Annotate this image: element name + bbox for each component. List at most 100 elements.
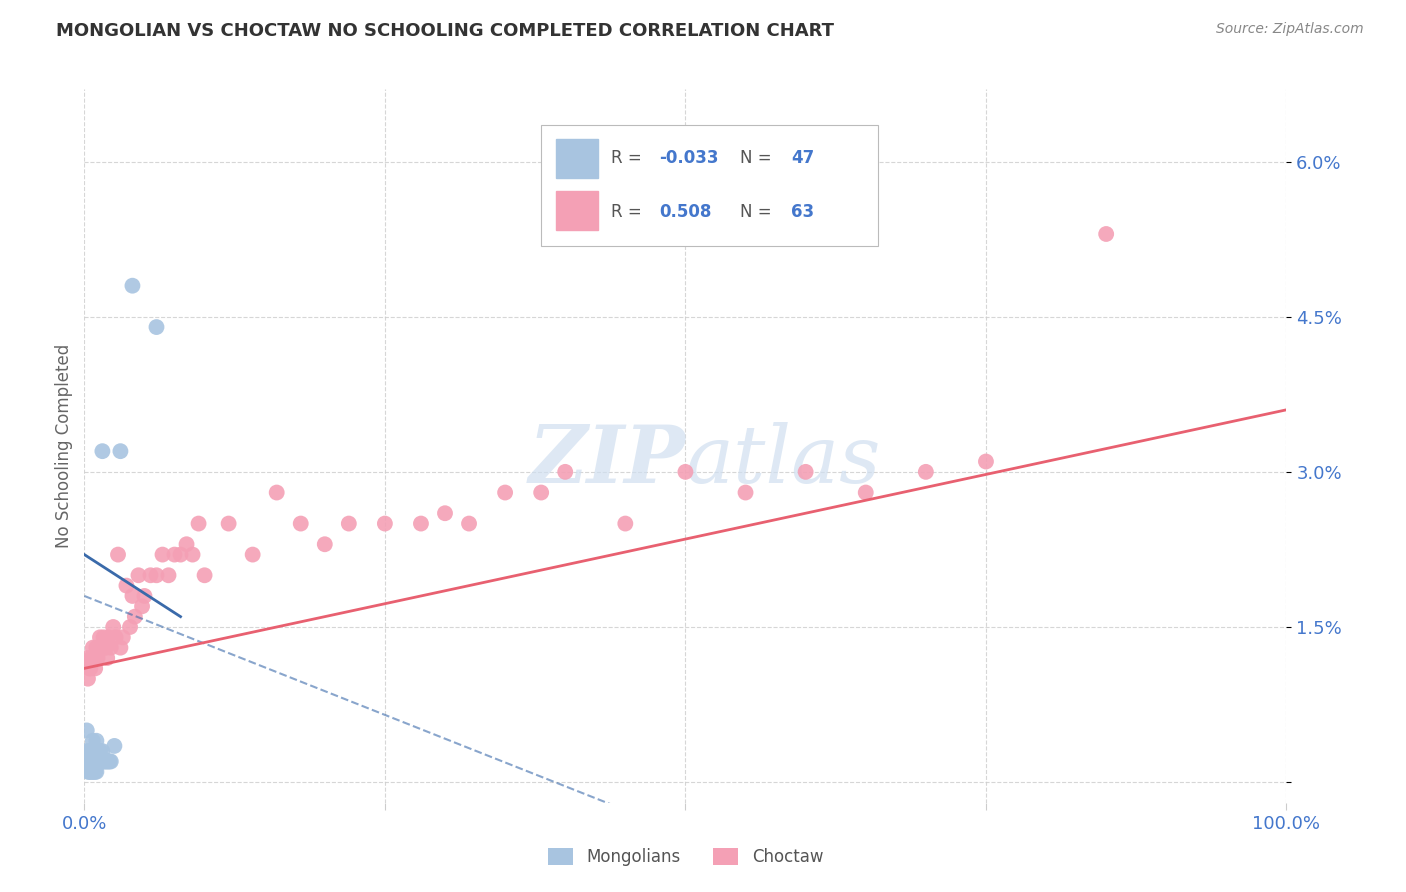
Point — [89, 630, 111, 644]
Point — [187, 516, 209, 531]
Point — [82, 764, 104, 779]
Text: ZIP: ZIP — [529, 422, 686, 499]
Point — [374, 516, 396, 531]
Point — [157, 568, 180, 582]
Point — [87, 640, 110, 655]
Point — [93, 630, 115, 644]
Point — [77, 661, 100, 675]
Text: atlas: atlas — [686, 422, 880, 499]
Point — [94, 755, 117, 769]
Point — [84, 661, 107, 675]
Point — [145, 568, 167, 582]
Point — [181, 548, 204, 562]
Point — [118, 620, 141, 634]
Point — [110, 640, 132, 655]
Bar — [555, 139, 598, 178]
Point — [614, 516, 637, 531]
Point — [77, 755, 100, 769]
Point — [80, 764, 103, 779]
Point — [734, 485, 756, 500]
Point — [314, 537, 336, 551]
Text: N =: N = — [740, 203, 776, 221]
Point — [266, 485, 288, 500]
Point — [242, 548, 264, 562]
Point — [675, 465, 697, 479]
Point — [91, 755, 114, 769]
Point — [77, 764, 100, 779]
Point — [80, 744, 103, 758]
Point — [94, 640, 117, 655]
Point — [87, 755, 110, 769]
Point — [100, 755, 122, 769]
Point — [84, 744, 107, 758]
Point — [124, 609, 146, 624]
Text: -0.033: -0.033 — [659, 150, 718, 168]
Text: R =: R = — [610, 203, 647, 221]
Point — [152, 548, 174, 562]
Point — [163, 548, 186, 562]
Point — [80, 755, 103, 769]
Point — [974, 454, 997, 468]
Point — [79, 744, 101, 758]
Point — [134, 589, 156, 603]
Text: 0.508: 0.508 — [659, 203, 711, 221]
Point — [86, 764, 108, 779]
Point — [76, 651, 98, 665]
Point — [176, 537, 198, 551]
Text: R =: R = — [610, 150, 647, 168]
Point — [290, 516, 312, 531]
Point — [91, 640, 114, 655]
Point — [86, 733, 108, 747]
Point — [86, 755, 108, 769]
Point — [77, 744, 100, 758]
Point — [93, 755, 115, 769]
Point — [84, 764, 107, 779]
Text: 63: 63 — [792, 203, 814, 221]
Point — [87, 744, 110, 758]
Text: N =: N = — [740, 150, 776, 168]
Point — [89, 744, 111, 758]
Point — [94, 755, 117, 769]
Point — [83, 651, 105, 665]
Point — [91, 444, 114, 458]
Point — [76, 723, 98, 738]
Point — [337, 516, 360, 531]
Point — [86, 744, 108, 758]
Point — [915, 465, 938, 479]
Point — [82, 640, 104, 655]
Point — [82, 744, 104, 758]
Point — [794, 465, 817, 479]
Point — [139, 568, 162, 582]
Point — [91, 744, 114, 758]
Point — [127, 568, 149, 582]
Point — [96, 651, 118, 665]
Point — [77, 672, 100, 686]
Point — [86, 755, 108, 769]
Point — [79, 755, 101, 769]
Point — [97, 755, 120, 769]
Point — [80, 651, 103, 665]
Point — [103, 739, 125, 753]
Point — [409, 516, 432, 531]
Point — [115, 579, 138, 593]
Legend: Mongolians, Choctaw: Mongolians, Choctaw — [541, 841, 830, 873]
Point — [79, 764, 101, 779]
Point — [100, 640, 122, 655]
Point — [103, 620, 125, 634]
Point — [77, 764, 100, 779]
Point — [90, 640, 112, 655]
Point — [90, 755, 112, 769]
Point — [75, 744, 97, 758]
Point — [169, 548, 191, 562]
Point — [86, 640, 108, 655]
Point — [89, 755, 111, 769]
Point — [83, 764, 105, 779]
Text: 47: 47 — [792, 150, 814, 168]
Point — [83, 744, 105, 758]
Point — [86, 651, 108, 665]
Point — [1095, 227, 1118, 241]
Point — [194, 568, 217, 582]
Point — [84, 755, 107, 769]
Point — [79, 661, 101, 675]
Point — [554, 465, 576, 479]
